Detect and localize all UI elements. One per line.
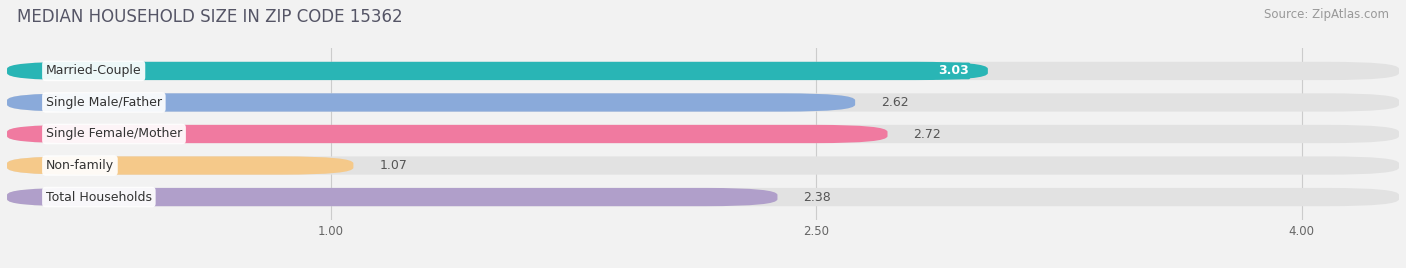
Text: MEDIAN HOUSEHOLD SIZE IN ZIP CODE 15362: MEDIAN HOUSEHOLD SIZE IN ZIP CODE 15362 xyxy=(17,8,402,26)
FancyBboxPatch shape xyxy=(7,93,1399,111)
Text: Source: ZipAtlas.com: Source: ZipAtlas.com xyxy=(1264,8,1389,21)
Text: 1.07: 1.07 xyxy=(380,159,408,172)
Text: Non-family: Non-family xyxy=(46,159,114,172)
Text: 2.38: 2.38 xyxy=(803,191,831,204)
FancyBboxPatch shape xyxy=(7,188,1399,206)
FancyBboxPatch shape xyxy=(7,188,778,206)
FancyBboxPatch shape xyxy=(7,62,988,80)
Text: Married-Couple: Married-Couple xyxy=(46,64,142,77)
Text: Single Male/Father: Single Male/Father xyxy=(46,96,162,109)
Text: 3.03: 3.03 xyxy=(938,64,969,77)
FancyBboxPatch shape xyxy=(7,125,887,143)
FancyBboxPatch shape xyxy=(7,157,353,175)
Text: 2.62: 2.62 xyxy=(882,96,908,109)
FancyBboxPatch shape xyxy=(7,157,1399,175)
FancyBboxPatch shape xyxy=(7,125,1399,143)
Text: Total Households: Total Households xyxy=(46,191,152,204)
FancyBboxPatch shape xyxy=(7,62,1399,80)
Text: 2.72: 2.72 xyxy=(914,128,941,140)
Text: Single Female/Mother: Single Female/Mother xyxy=(46,128,183,140)
FancyBboxPatch shape xyxy=(7,93,855,111)
